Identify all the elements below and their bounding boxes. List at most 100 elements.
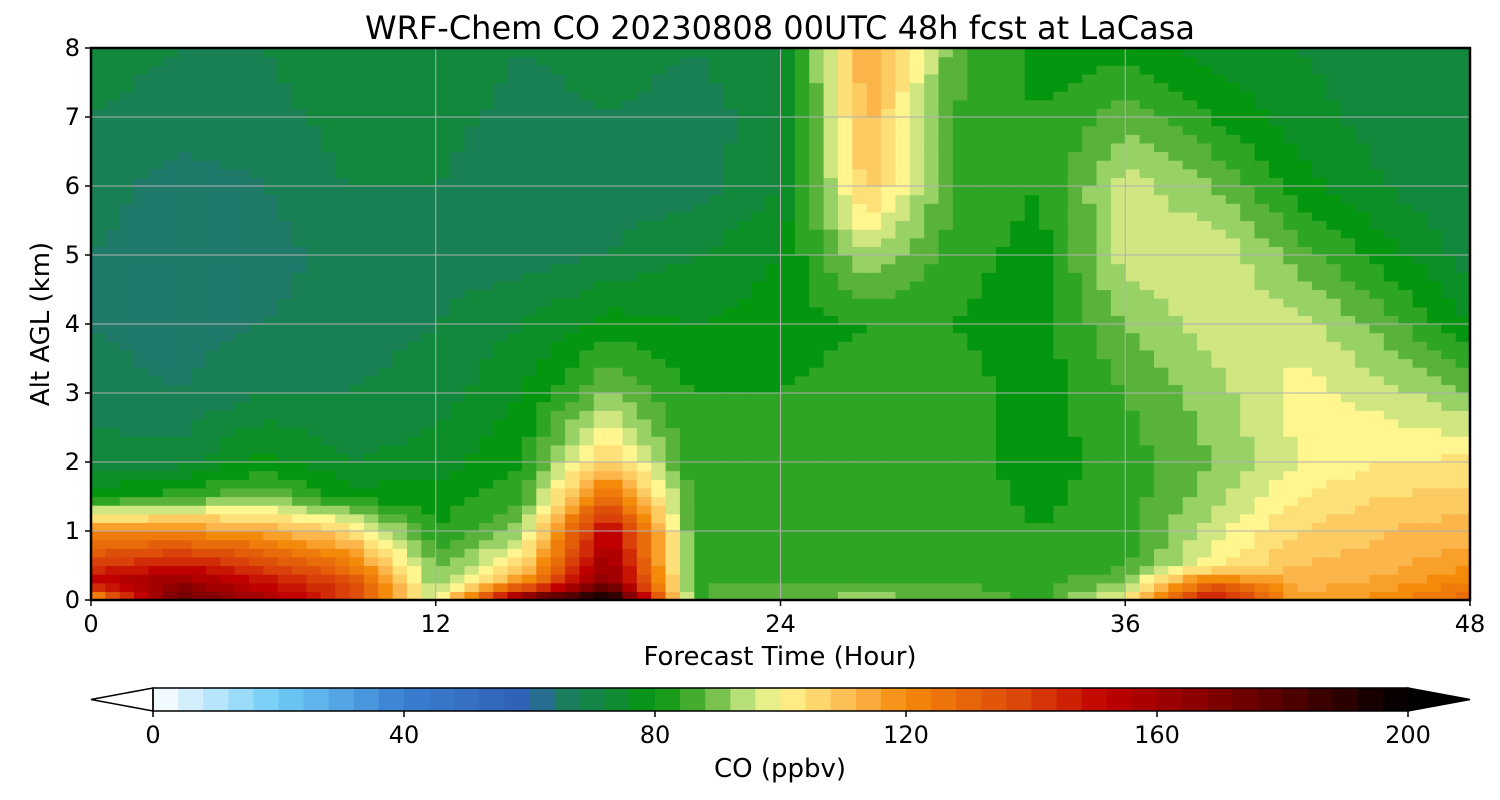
heatmap-cell [478, 548, 494, 558]
heatmap-cell [1398, 246, 1414, 256]
heatmap-cell [119, 289, 135, 299]
heatmap-cell [234, 565, 250, 575]
heatmap-cell [766, 272, 782, 282]
heatmap-cell [981, 582, 997, 592]
heatmap-cell [292, 444, 308, 454]
heatmap-cell [837, 272, 853, 282]
heatmap-cell [881, 160, 897, 170]
heatmap-cell [435, 462, 451, 472]
heatmap-cell [177, 324, 193, 334]
heatmap-cell [766, 470, 782, 480]
heatmap-cell [464, 470, 480, 480]
heatmap-cell [493, 263, 509, 273]
heatmap-cell [91, 229, 106, 239]
heatmap-cell [1182, 574, 1198, 584]
heatmap-cell [1455, 160, 1470, 170]
heatmap-cell [1412, 306, 1428, 316]
heatmap-cell [536, 470, 552, 480]
heatmap-cell [679, 186, 695, 196]
heatmap-cell [952, 160, 968, 170]
heatmap-cell [967, 211, 983, 222]
heatmap-cell [478, 272, 494, 282]
heatmap-cell [636, 556, 652, 567]
heatmap-cell [148, 177, 164, 187]
heatmap-cell [708, 565, 724, 575]
heatmap-cell [392, 574, 408, 584]
heatmap-cell [967, 375, 983, 385]
heatmap-cell [1240, 522, 1256, 532]
heatmap-cell [1283, 349, 1299, 360]
heatmap-cell [1383, 160, 1399, 170]
heatmap-cell [1441, 375, 1457, 385]
heatmap-cell [1254, 591, 1270, 600]
heatmap-cell [852, 505, 868, 515]
heatmap-cell [1067, 246, 1083, 256]
heatmap-cell [450, 487, 466, 498]
heatmap-cell [349, 531, 365, 541]
heatmap-cell [1197, 539, 1213, 549]
heatmap-cell [1053, 168, 1069, 178]
heatmap-cell [780, 220, 796, 230]
heatmap-cell [292, 470, 308, 480]
heatmap-cell [794, 349, 810, 360]
heatmap-cell [909, 401, 925, 411]
heatmap-cell [1369, 444, 1385, 454]
heatmap-cell [162, 160, 178, 170]
heatmap-cell [148, 211, 164, 222]
heatmap-cell [809, 539, 825, 549]
heatmap-cell [320, 332, 336, 342]
heatmap-cell [1240, 479, 1256, 489]
heatmap-cell [105, 160, 121, 170]
heatmap-cell [708, 220, 724, 230]
heatmap-cell [651, 565, 667, 575]
heatmap-cell [550, 306, 566, 316]
heatmap-cell [708, 410, 724, 420]
heatmap-cell [521, 194, 537, 204]
heatmap-cell [723, 186, 738, 196]
heatmap-cell [1340, 298, 1356, 308]
heatmap-cell [478, 246, 494, 256]
heatmap-cell [148, 263, 164, 273]
heatmap-cell [938, 203, 954, 213]
heatmap-cell [1283, 220, 1299, 230]
heatmap-cell [536, 194, 552, 204]
heatmap-cell [435, 522, 451, 532]
heatmap-cell [450, 531, 466, 541]
heatmap-cell [234, 289, 250, 299]
heatmap-cell [636, 393, 652, 403]
heatmap-cell [1197, 186, 1213, 196]
heatmap-cell [421, 418, 437, 429]
heatmap-cell [220, 315, 236, 325]
heatmap-cell [622, 453, 638, 463]
heatmap-cell [852, 358, 868, 368]
heatmap-cell [349, 263, 365, 273]
heatmap-cell [1153, 375, 1169, 385]
heatmap-cell [263, 186, 279, 196]
heatmap-cell [723, 444, 738, 454]
heatmap-cell [1369, 298, 1385, 308]
heatmap-cell [91, 306, 106, 316]
heatmap-cell [737, 160, 753, 170]
heatmap-cell [507, 470, 523, 480]
heatmap-cell [421, 574, 437, 584]
heatmap-cell [751, 324, 767, 334]
heatmap-cell [1355, 280, 1371, 291]
heatmap-cell [895, 479, 911, 489]
heatmap-cell [565, 556, 580, 567]
heatmap-cell [464, 565, 480, 575]
heatmap-cell [407, 186, 422, 196]
heatmap-cell [1010, 237, 1026, 247]
heatmap-cell [1067, 513, 1083, 523]
heatmap-cell [521, 522, 537, 532]
heatmap-cell [952, 358, 968, 368]
heatmap-cell [938, 315, 954, 325]
heatmap-cell [794, 539, 810, 549]
heatmap-cell [1197, 211, 1213, 222]
heatmap-cell [809, 306, 825, 316]
heatmap-cell [651, 358, 667, 368]
heatmap-cell [105, 384, 121, 394]
heatmap-cell [1168, 436, 1184, 446]
heatmap-cell [550, 203, 566, 213]
heatmap-cell [852, 349, 868, 360]
heatmap-cell [220, 453, 236, 463]
